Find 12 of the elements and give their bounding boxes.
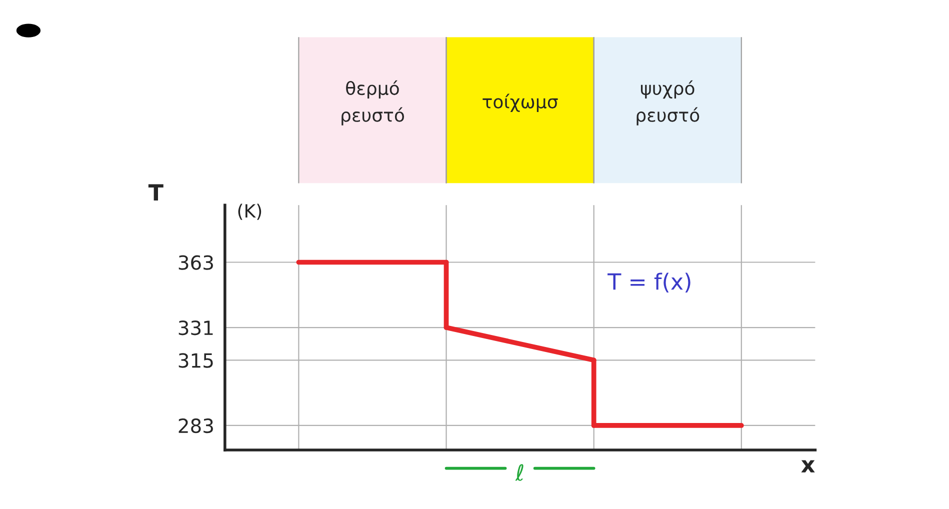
y-tick-label: 363	[178, 255, 213, 270]
y-tick-label: 283	[178, 418, 213, 434]
annotation: T = f(x)	[608, 272, 690, 293]
annotation: (K)	[238, 204, 262, 220]
text: ℓ	[515, 464, 524, 481]
y-axis-title: T	[148, 184, 164, 201]
category-label: τοίχωμσ	[482, 94, 558, 112]
x-axis-title: x	[801, 460, 815, 472]
y-tick-label: 315	[178, 353, 213, 368]
y-tick-label: 331	[178, 320, 213, 336]
category-label: θερμό ρευστό	[342, 80, 404, 126]
category-label: ψυχρό ρευστό	[636, 80, 700, 126]
